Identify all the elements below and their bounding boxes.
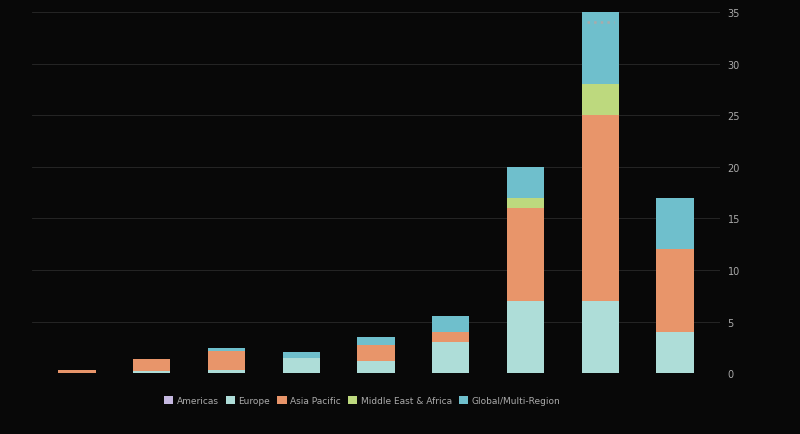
Bar <box>208 352 245 370</box>
Bar <box>507 168 544 198</box>
Bar <box>358 337 394 345</box>
Bar <box>582 116 619 301</box>
Bar <box>657 250 694 332</box>
Bar <box>582 301 619 373</box>
Bar <box>507 209 544 301</box>
Bar <box>282 358 320 373</box>
Bar <box>507 198 544 209</box>
Bar <box>582 0 619 85</box>
Bar <box>358 345 394 361</box>
Bar <box>58 370 95 373</box>
Bar <box>432 332 470 342</box>
Bar <box>208 349 245 352</box>
Bar <box>582 85 619 116</box>
Bar <box>208 370 245 373</box>
Legend: Americas, Europe, Asia Pacific, Middle East & Africa, Global/Multi-Region: Americas, Europe, Asia Pacific, Middle E… <box>160 392 564 408</box>
Bar <box>358 361 394 373</box>
Bar <box>133 371 170 373</box>
Bar <box>432 317 470 332</box>
Bar <box>657 332 694 373</box>
Bar <box>432 342 470 373</box>
Bar <box>282 353 320 358</box>
Bar <box>657 198 694 250</box>
Bar <box>133 359 170 371</box>
Bar <box>507 301 544 373</box>
